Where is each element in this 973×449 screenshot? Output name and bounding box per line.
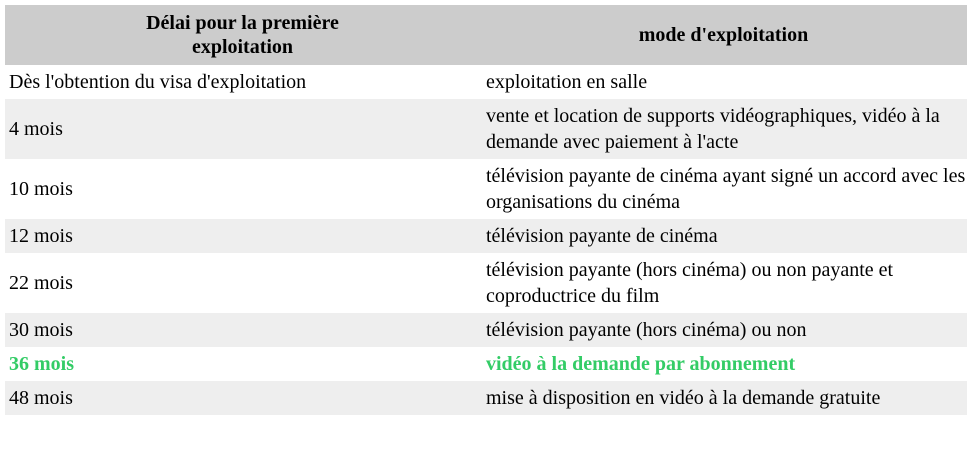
header-delay-text: Délai pour la première exploitation xyxy=(146,12,339,58)
delay-cell: 10 mois xyxy=(9,178,73,200)
table-row: 22 mois télévision payante (hors cinéma) … xyxy=(5,253,967,313)
delay-cell: 30 mois xyxy=(5,313,480,347)
header-delay: Délai pour la première exploitation xyxy=(5,5,480,65)
delay-cell: 22 mois xyxy=(9,272,73,294)
mode-cell: télévision payante (hors cinéma) ou non … xyxy=(486,259,894,307)
delay-cell: 4 mois xyxy=(5,99,480,159)
table-row: 4 mois vente et location de supports vidé… xyxy=(5,99,967,159)
header-row: Délai pour la première exploitation mode… xyxy=(5,5,967,65)
mode-cell: mise à disposition en vidéo à la demande… xyxy=(480,381,967,415)
table-row: Dès l'obtention du visa d'exploitation ex… xyxy=(5,65,967,99)
release-window-table: Délai pour la première exploitation mode… xyxy=(5,5,967,415)
header-mode: mode d'exploitation xyxy=(480,5,967,65)
table-row: 48 mois mise à disposition en vidéo à la … xyxy=(5,381,967,415)
table-row: 10 mois télévision payante de cinéma ayan… xyxy=(5,159,967,219)
delay-cell: 36 mois xyxy=(9,353,74,375)
table-row: 12 mois télévision payante de cinéma xyxy=(5,219,967,253)
mode-cell: vente et location de supports vidéograph… xyxy=(480,99,967,159)
table-row-highlighted: 36 mois vidéo à la demande par abonnement xyxy=(5,347,967,381)
mode-cell: télévision payante de cinéma ayant signé… xyxy=(486,165,966,213)
delay-cell: Dès l'obtention du visa d'exploitation xyxy=(9,71,307,93)
mode-cell: télévision payante (hors cinéma) ou non xyxy=(480,313,967,347)
table-row: 30 mois télévision payante (hors cinéma) … xyxy=(5,313,967,347)
delay-cell: 48 mois xyxy=(5,381,480,415)
mode-cell: exploitation en salle xyxy=(486,71,648,93)
mode-cell: vidéo à la demande par abonnement xyxy=(486,353,796,375)
mode-cell: télévision payante de cinéma xyxy=(480,219,967,253)
delay-cell: 12 mois xyxy=(5,219,480,253)
